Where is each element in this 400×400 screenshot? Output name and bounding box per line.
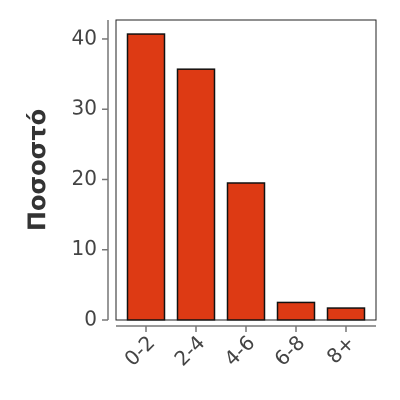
x-tick-label: 0-2 (119, 330, 159, 370)
y-tick-label: 20 (72, 166, 97, 190)
y-tick-label: 10 (72, 236, 97, 260)
bar (276, 301, 316, 321)
y-tick-label: 0 (84, 307, 97, 331)
y-axis-label: Ποσοστό (23, 109, 51, 231)
x-tick-label: 8+ (322, 330, 360, 368)
x-tick-label: 2-4 (169, 330, 209, 370)
y-tick-label: 40 (72, 25, 97, 49)
y-tick-label: 30 (72, 96, 97, 120)
bar (226, 182, 266, 321)
bar (126, 33, 166, 321)
x-tick-label: 4-6 (219, 330, 259, 370)
bar (326, 307, 366, 321)
x-tick-label: 6-8 (269, 330, 309, 370)
bar (176, 68, 216, 321)
